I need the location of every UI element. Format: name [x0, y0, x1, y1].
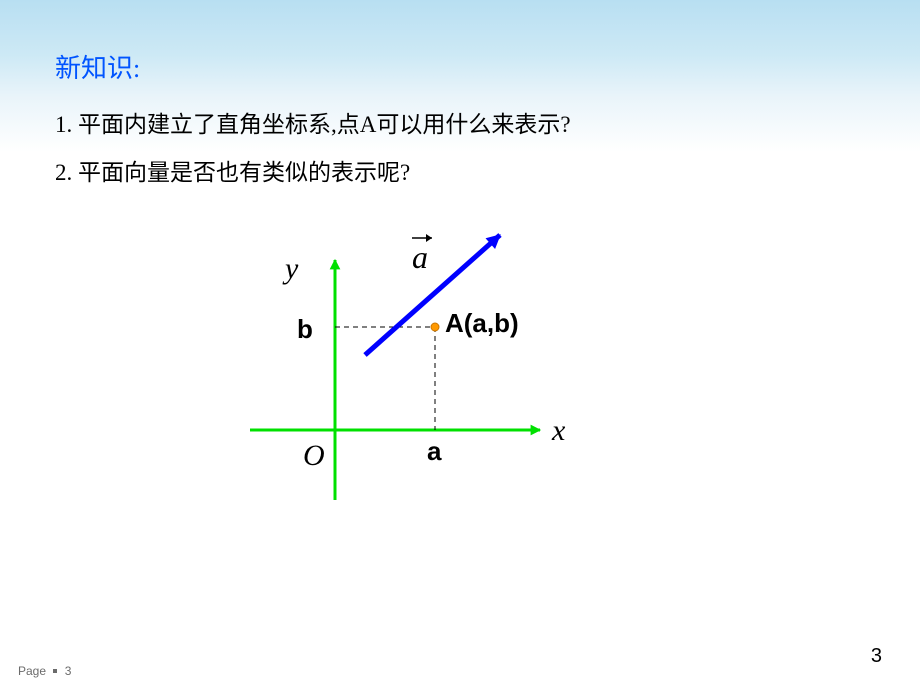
question-1: 1. 平面内建立了直角坐标系,点A可以用什么来表示?	[55, 105, 571, 139]
svg-text:a: a	[412, 239, 428, 275]
question-2: 2. 平面向量是否也有类似的表示呢?	[55, 153, 410, 187]
footer-bullet-icon	[53, 669, 57, 673]
coordinate-diagram: x y Oa b a A(a,b)	[210, 220, 610, 520]
svg-text:O: O	[303, 439, 325, 472]
footer-page-number-left: 3	[65, 664, 72, 678]
page-number-right: 3	[871, 645, 882, 668]
svg-text:A(a,b): A(a,b)	[445, 308, 519, 338]
section-heading: 新知识:	[55, 48, 140, 85]
svg-text:y: y	[282, 252, 299, 285]
diagram-svg: x y Oa b a A(a,b)	[210, 220, 610, 520]
footer-page-label: Page	[18, 664, 46, 678]
svg-text:a: a	[427, 436, 442, 466]
page-footer-left: Page 3	[18, 664, 71, 678]
svg-text:x: x	[551, 414, 566, 447]
svg-text:b: b	[297, 314, 313, 344]
